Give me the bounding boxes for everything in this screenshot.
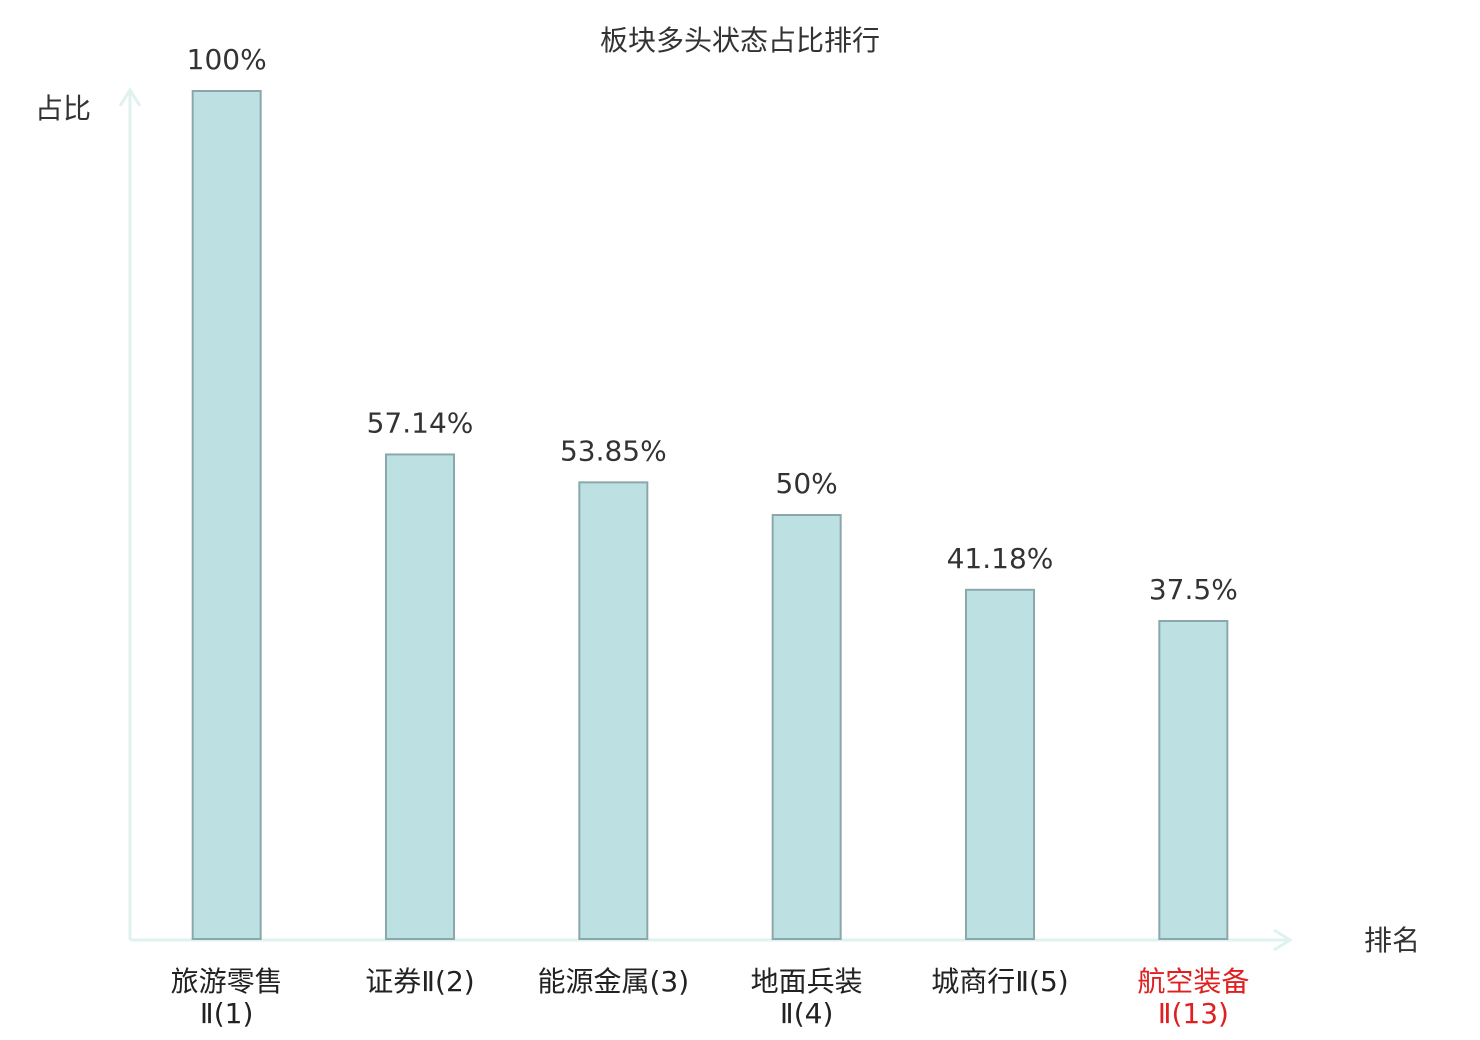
value-label: 57.14% (367, 406, 474, 439)
value-label: 100% (187, 43, 267, 76)
x-tick-label: 旅游零售 Ⅱ(1) (170, 965, 283, 1030)
bar (191, 90, 262, 940)
x-tick-label: 能源金属(3) (537, 965, 690, 998)
value-label: 50% (776, 467, 838, 500)
y-axis-label: 占比 (35, 92, 91, 125)
x-tick-label: 证券Ⅱ(2) (365, 965, 475, 998)
bar (385, 453, 455, 940)
x-tick-label: 航空装备 Ⅱ(13) (1137, 965, 1250, 1030)
bar (771, 514, 842, 940)
x-tick-label: 地面兵装 Ⅱ(4) (750, 965, 863, 1030)
value-label: 53.85% (560, 434, 667, 467)
bar (578, 481, 649, 940)
x-tick-label: 城商行Ⅱ(5) (931, 965, 1069, 998)
bar (1158, 620, 1229, 940)
value-label: 37.5% (1149, 573, 1238, 606)
bar (965, 588, 1035, 940)
value-label: 41.18% (947, 542, 1054, 575)
y-axis-arrow (118, 87, 142, 107)
chart-title: 板块多头状态占比排行 (600, 24, 880, 57)
x-axis-label: 排名 (1364, 924, 1420, 957)
x-axis-arrow (1273, 928, 1293, 952)
